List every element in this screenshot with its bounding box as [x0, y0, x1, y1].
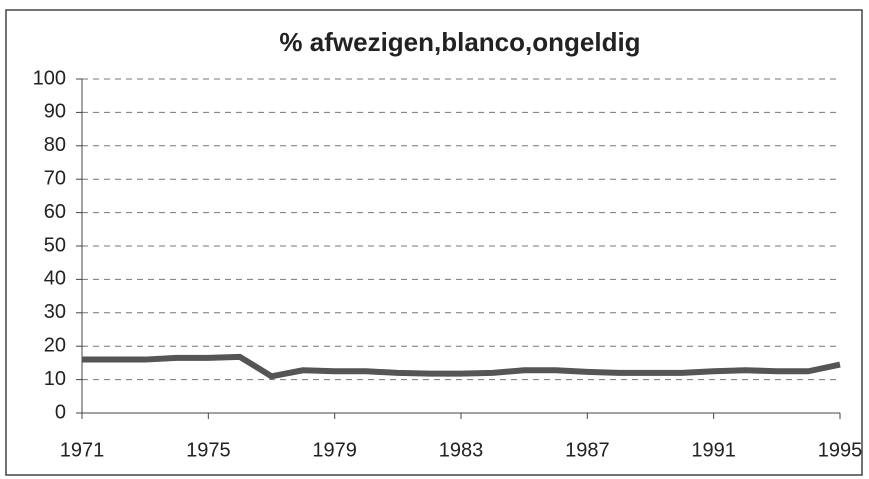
- y-tick-label: 0: [55, 401, 66, 423]
- x-tick-label: 1971: [60, 439, 105, 461]
- y-tick-label: 40: [44, 268, 66, 290]
- y-tick-label: 60: [44, 201, 66, 223]
- x-tick-label: 1987: [565, 439, 610, 461]
- y-tick-label: 80: [44, 134, 66, 156]
- x-tick-label: 1983: [439, 439, 484, 461]
- chart-title: % afwezigen,blanco,ongeldig: [279, 27, 640, 57]
- x-tick-label: 1975: [186, 439, 231, 461]
- y-tick-label: 100: [33, 67, 66, 89]
- x-tick-label: 1979: [312, 439, 357, 461]
- x-tick-label: 1995: [818, 439, 863, 461]
- y-tick-label: 90: [44, 101, 66, 123]
- y-tick-label: 70: [44, 167, 66, 189]
- y-tick-label: 10: [44, 368, 66, 390]
- chart-frame: [5, 9, 863, 476]
- y-tick-label: 50: [44, 234, 66, 256]
- line-series: [82, 353, 841, 380]
- x-tick-label: 1991: [691, 439, 736, 461]
- y-tick-label: 30: [44, 301, 66, 323]
- y-tick-label: 20: [44, 334, 66, 356]
